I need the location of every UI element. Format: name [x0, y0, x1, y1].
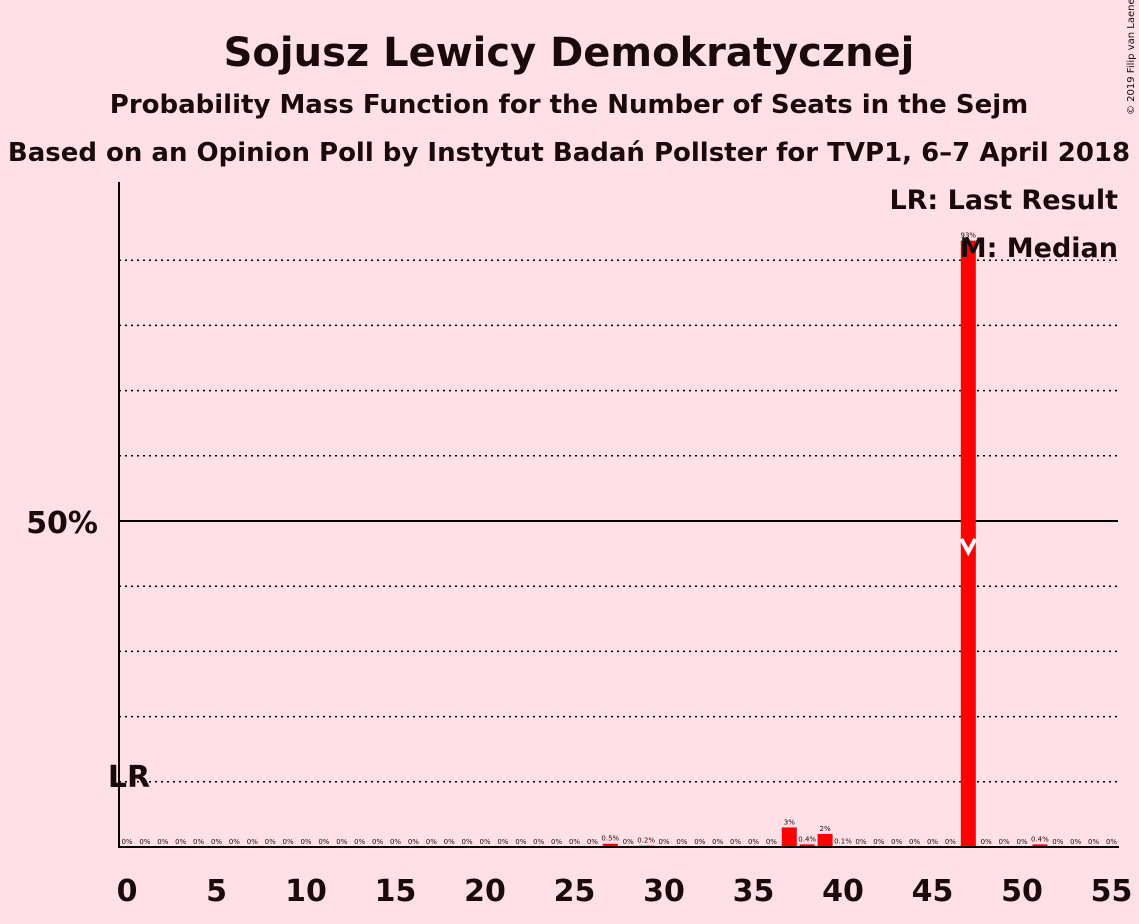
bar-label-seats-29: 0.2% — [637, 837, 655, 845]
bar-label-seats-55: 0% — [1106, 838, 1117, 846]
bar-label-seats-9: 0% — [283, 838, 294, 846]
bar-label-seats-15: 0% — [390, 838, 401, 846]
x-tick-label-50: 50 — [1001, 874, 1043, 909]
bar-label-seats-49: 0% — [999, 838, 1010, 846]
bar-label-seats-20: 0% — [479, 838, 490, 846]
bar-label-seats-45: 0% — [927, 838, 938, 846]
bar-label-seats-0: 0% — [121, 838, 132, 846]
x-tick-label-40: 40 — [822, 874, 864, 909]
x-tick-labels: 0 5 10 15 20 25 30 35 40 45 50 55 — [117, 874, 1133, 909]
bar-label-seats-3: 0% — [175, 838, 186, 846]
bar-label-seats-40: 0.1% — [834, 837, 852, 845]
x-tick-label-30: 30 — [643, 874, 685, 909]
median-marker — [959, 538, 978, 557]
x-tick-label-55: 55 — [1091, 874, 1133, 909]
bar-label-seats-19: 0% — [462, 838, 473, 846]
bar-label-seats-31: 0% — [676, 838, 687, 846]
bar-label-seats-13: 0% — [354, 838, 365, 846]
bar-label-seats-28: 0% — [623, 838, 634, 846]
bar-label-seats-23: 0% — [533, 838, 544, 846]
bar-label-seats-1: 0% — [139, 838, 150, 846]
chart-subtitle: Probability Mass Function for the Number… — [110, 90, 1028, 120]
bar-label-seats-37: 3% — [784, 818, 795, 826]
bar-label-seats-33: 0% — [712, 838, 723, 846]
x-tick-label-15: 15 — [375, 874, 417, 909]
last-result-marker: LR — [108, 760, 150, 795]
x-tick-label-25: 25 — [554, 874, 596, 909]
bar-label-seats-44: 0% — [909, 838, 920, 846]
bar-label-seats-27: 0.5% — [601, 835, 619, 843]
x-tick-label-5: 5 — [206, 874, 227, 909]
bar-label-seats-18: 0% — [444, 838, 455, 846]
bar-label-seats-10: 0% — [300, 838, 311, 846]
bar-label-seats-26: 0% — [587, 838, 598, 846]
bar-label-seats-12: 0% — [336, 838, 347, 846]
bar-label-seats-52: 0% — [1052, 838, 1063, 846]
x-tick-label-0: 0 — [117, 874, 138, 909]
bar-label-seats-42: 0% — [873, 838, 884, 846]
bar-label-seats-21: 0% — [497, 838, 508, 846]
bar-seats-47 — [960, 240, 976, 847]
bar-seats-38 — [799, 844, 815, 847]
x-tick-label-45: 45 — [912, 874, 954, 909]
bar-label-seats-53: 0% — [1070, 838, 1081, 846]
bar-seats-37 — [781, 827, 797, 847]
bar-label-seats-30: 0% — [658, 838, 669, 846]
bar-label-seats-7: 0% — [247, 838, 258, 846]
bar-label-seats-43: 0% — [891, 838, 902, 846]
bar-seats-51 — [1032, 844, 1048, 847]
bar-label-seats-8: 0% — [265, 838, 276, 846]
bar-label-seats-4: 0% — [193, 838, 204, 846]
bar-label-seats-50: 0% — [1016, 838, 1027, 846]
bar-label-seats-47: 93% — [961, 232, 977, 240]
bar-label-seats-34: 0% — [730, 838, 741, 846]
bar-label-seats-35: 0% — [748, 838, 759, 846]
bar-label-seats-41: 0% — [855, 838, 866, 846]
bar-label-seats-6: 0% — [229, 838, 240, 846]
bar-label-seats-38: 0.4% — [798, 835, 816, 843]
bar-seats-27 — [602, 843, 618, 847]
bar-label-seats-25: 0% — [569, 838, 580, 846]
bar-label-seats-17: 0% — [426, 838, 437, 846]
x-tick-label-10: 10 — [285, 874, 327, 909]
bar-label-seats-14: 0% — [372, 838, 383, 846]
legend-median: M: Median — [960, 233, 1118, 264]
bar-labels: 0% 0% 0% 0% 0% 0% 0% 0% 0% 0% 0% 0% 0% 0% 0% 0% 0% 0% 0% 0%… — [121, 232, 1117, 846]
bar-label-seats-5: 0% — [211, 838, 222, 846]
chart-title: Sojusz Lewicy Demokratycznej — [224, 30, 915, 76]
bar-label-seats-22: 0% — [515, 838, 526, 846]
chart-source: Based on an Opinion Poll by Instytut Bad… — [8, 138, 1130, 168]
bar-seats-39 — [817, 833, 833, 847]
bar-label-seats-24: 0% — [551, 838, 562, 846]
bar-label-seats-11: 0% — [318, 838, 329, 846]
legend-last-result: LR: Last Result — [889, 185, 1118, 216]
bar-label-seats-32: 0% — [694, 838, 705, 846]
bar-label-seats-2: 0% — [157, 838, 168, 846]
bar-label-seats-36: 0% — [766, 838, 777, 846]
gridlines — [119, 259, 1118, 783]
bar-label-seats-46: 0% — [945, 838, 956, 846]
x-tick-label-20: 20 — [464, 874, 506, 909]
x-tick-label-35: 35 — [733, 874, 775, 909]
copyright-note: © 2019 Filip van Laenen — [1126, 0, 1137, 115]
bar-label-seats-16: 0% — [408, 838, 419, 846]
bar-label-seats-39: 2% — [820, 825, 831, 833]
bar-label-seats-54: 0% — [1088, 838, 1099, 846]
y-tick-label-50: 50% — [26, 506, 98, 541]
bar-label-seats-51: 0.4% — [1031, 835, 1049, 843]
bar-label-seats-48: 0% — [981, 838, 992, 846]
